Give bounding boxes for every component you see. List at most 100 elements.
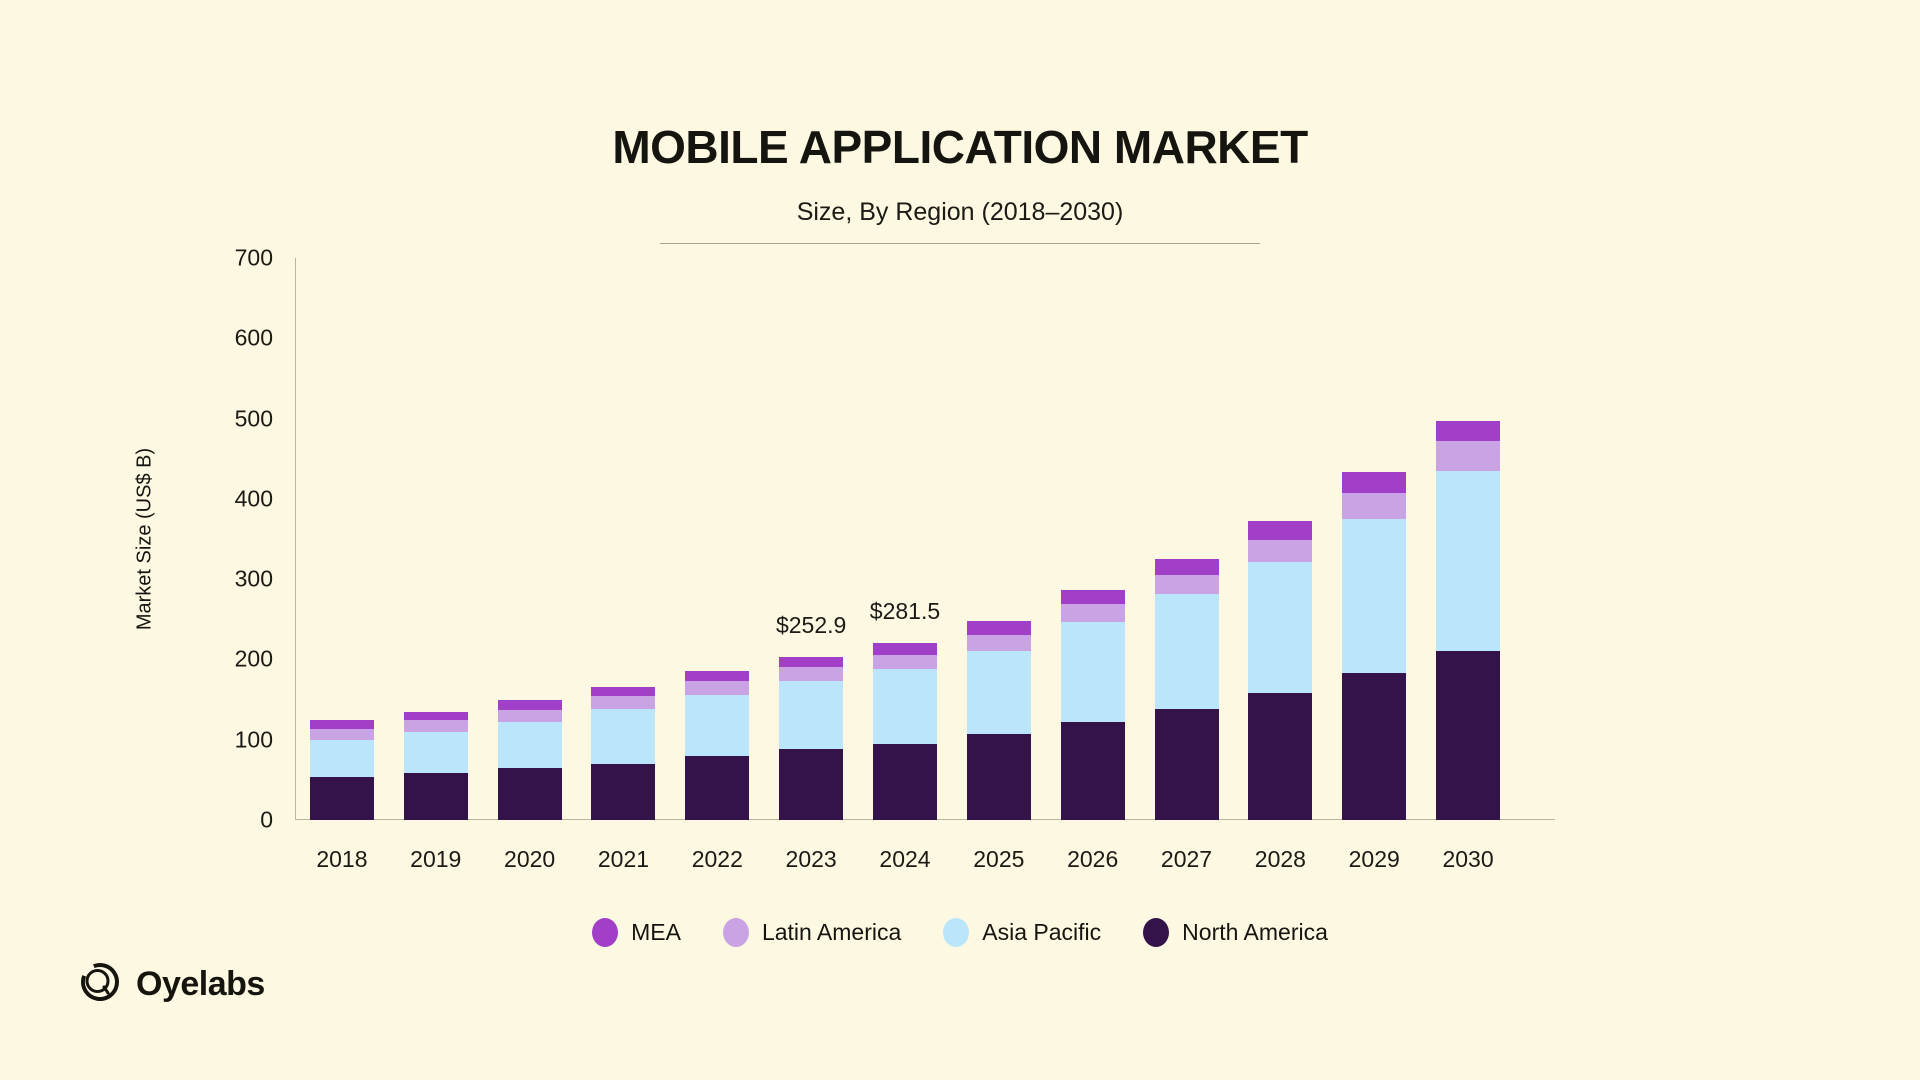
x-axis-tick: 2027 bbox=[1160, 846, 1213, 872]
bar-segment-mea[interactable] bbox=[1342, 472, 1407, 494]
bar-segment-mea[interactable] bbox=[1154, 559, 1219, 576]
stacked-bar[interactable]: $252.9 bbox=[776, 612, 846, 820]
stacked-bar[interactable] bbox=[1436, 421, 1501, 820]
bar-segment-north-america[interactable] bbox=[1248, 693, 1313, 820]
y-axis-tick: 400 bbox=[234, 485, 273, 512]
bar-slot[interactable]: 2026 bbox=[1046, 258, 1140, 872]
x-axis-tick: 2020 bbox=[504, 846, 556, 872]
bar-segment-latin-america[interactable] bbox=[403, 720, 468, 732]
legend-swatch-icon bbox=[1143, 918, 1170, 947]
bar-slot[interactable]: 2022 bbox=[670, 258, 764, 872]
bar-slot[interactable]: 2018 bbox=[295, 258, 389, 872]
bar-segment-north-america[interactable] bbox=[497, 767, 562, 820]
stacked-bar[interactable]: $281.5 bbox=[870, 598, 940, 820]
bar-segment-latin-america[interactable] bbox=[685, 681, 750, 695]
y-axis-title: Market Size (US$ B) bbox=[133, 447, 156, 631]
bar-segment-mea[interactable] bbox=[403, 711, 468, 721]
legend-label: Asia Pacific bbox=[982, 919, 1102, 945]
bar-segment-north-america[interactable] bbox=[1154, 709, 1219, 820]
stacked-bar[interactable] bbox=[685, 670, 750, 820]
bar-segment-asia-pacific[interactable] bbox=[403, 731, 468, 774]
bar-segment-mea[interactable] bbox=[497, 700, 562, 711]
stacked-bar[interactable] bbox=[1060, 589, 1125, 820]
bar-segment-mea[interactable] bbox=[1436, 421, 1501, 442]
bar-segment-latin-america[interactable] bbox=[1248, 539, 1313, 563]
bar-slot[interactable]: 2027 bbox=[1140, 258, 1234, 872]
legend-swatch-icon bbox=[592, 918, 619, 947]
legend-item-mea[interactable]: MEA bbox=[592, 918, 681, 947]
stacked-bar[interactable] bbox=[497, 700, 562, 820]
bar-segment-mea[interactable] bbox=[779, 657, 844, 668]
y-axis-tick: 200 bbox=[234, 645, 273, 672]
bar-segment-latin-america[interactable] bbox=[1154, 575, 1219, 595]
bar-segment-latin-america[interactable] bbox=[1342, 493, 1407, 519]
bar-segment-north-america[interactable] bbox=[779, 749, 844, 820]
bar-segment-north-america[interactable] bbox=[403, 773, 468, 820]
bar-segment-asia-pacific[interactable] bbox=[1248, 562, 1313, 694]
bar-slot[interactable]: 2025 bbox=[952, 258, 1046, 872]
bar-segment-mea[interactable] bbox=[966, 620, 1031, 635]
bar-segment-mea[interactable] bbox=[1248, 521, 1313, 540]
bar-segment-asia-pacific[interactable] bbox=[591, 709, 656, 764]
bar-segment-mea[interactable] bbox=[309, 720, 374, 729]
bar-slot[interactable]: 2019 bbox=[389, 258, 483, 872]
stacked-bar[interactable] bbox=[309, 720, 374, 820]
stacked-bar[interactable] bbox=[1342, 472, 1407, 820]
bar-segment-latin-america[interactable] bbox=[872, 654, 937, 670]
bar-segment-north-america[interactable] bbox=[309, 777, 374, 820]
stacked-bar[interactable] bbox=[591, 686, 656, 820]
bar-segment-north-america[interactable] bbox=[1060, 722, 1125, 820]
page-title: MOBILE APPLICATION MARKET bbox=[612, 121, 1308, 173]
bar-segment-asia-pacific[interactable] bbox=[966, 650, 1031, 735]
bar-segment-north-america[interactable] bbox=[966, 734, 1031, 820]
bar-slot[interactable]: 2029 bbox=[1327, 258, 1421, 872]
oyelabs-circular-mark-icon bbox=[78, 960, 122, 1009]
y-axis-line bbox=[295, 258, 296, 820]
bar-segment-asia-pacific[interactable] bbox=[779, 681, 844, 750]
bar-value-label: $252.9 bbox=[775, 612, 847, 639]
bar-slot[interactable]: 2030 bbox=[1421, 258, 1515, 872]
legend-item-latin-america[interactable]: Latin America bbox=[722, 918, 901, 947]
bar-segment-north-america[interactable] bbox=[1342, 673, 1407, 820]
bar-segment-mea[interactable] bbox=[591, 686, 656, 697]
bar-segment-asia-pacific[interactable] bbox=[1436, 470, 1501, 652]
bar-segment-latin-america[interactable] bbox=[309, 728, 374, 740]
bar-slot[interactable]: $281.5 2024 bbox=[858, 258, 952, 872]
brand-name: Oyelabs bbox=[136, 965, 265, 1003]
legend-item-north-america[interactable]: North America bbox=[1143, 918, 1328, 947]
bar-segment-asia-pacific[interactable] bbox=[1154, 594, 1219, 710]
bar-segment-north-america[interactable] bbox=[591, 763, 656, 820]
bar-segment-asia-pacific[interactable] bbox=[1342, 518, 1407, 674]
stacked-bar[interactable] bbox=[966, 620, 1031, 820]
bar-segment-latin-america[interactable] bbox=[779, 667, 844, 682]
bar-segment-north-america[interactable] bbox=[685, 755, 750, 820]
bar-slot[interactable]: $252.9 2023 bbox=[764, 258, 858, 872]
bar-segment-asia-pacific[interactable] bbox=[1060, 621, 1125, 723]
plot-area: Market Size (US$ B) 0 100 200 300 400 500 600 7… bbox=[134, 245, 1555, 872]
bar-segment-latin-america[interactable] bbox=[1436, 441, 1501, 471]
bar-segment-latin-america[interactable] bbox=[497, 710, 562, 723]
bar-segment-asia-pacific[interactable] bbox=[497, 722, 562, 768]
x-axis-tick: 2025 bbox=[973, 846, 1025, 872]
bar-segment-asia-pacific[interactable] bbox=[872, 669, 937, 744]
bar-slot[interactable]: 2028 bbox=[1233, 258, 1327, 872]
bar-slot[interactable]: 2021 bbox=[577, 258, 671, 872]
bar-segment-latin-america[interactable] bbox=[1060, 604, 1125, 622]
bar-segment-mea[interactable] bbox=[1060, 589, 1125, 605]
legend-item-asia-pacific[interactable]: Asia Pacific bbox=[943, 918, 1101, 947]
stacked-bar[interactable] bbox=[1248, 521, 1313, 820]
chart-legend: MEA Latin America Asia Pacific North Americ… bbox=[0, 918, 1920, 947]
stacked-bar[interactable] bbox=[403, 711, 468, 820]
bar-segment-latin-america[interactable] bbox=[591, 696, 656, 710]
bar-segment-mea[interactable] bbox=[872, 642, 937, 655]
bar-segment-latin-america[interactable] bbox=[966, 634, 1031, 651]
bar-segment-north-america[interactable] bbox=[1436, 651, 1501, 820]
bar-segment-asia-pacific[interactable] bbox=[685, 694, 750, 756]
x-axis-tick: 2024 bbox=[879, 846, 931, 872]
bar-segment-asia-pacific[interactable] bbox=[309, 739, 374, 778]
bar-segment-north-america[interactable] bbox=[872, 743, 937, 820]
stacked-bar[interactable] bbox=[1154, 559, 1219, 820]
y-axis-tick: 0 bbox=[260, 806, 273, 833]
bar-slot[interactable]: 2020 bbox=[483, 258, 577, 872]
bar-segment-mea[interactable] bbox=[685, 670, 750, 682]
